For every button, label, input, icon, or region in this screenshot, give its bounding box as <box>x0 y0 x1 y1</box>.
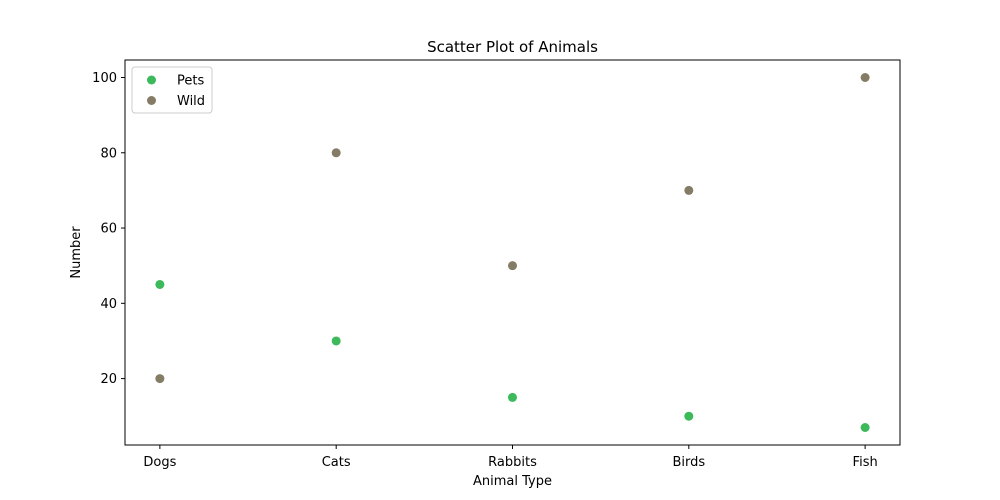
legend: Pets Wild <box>131 66 213 114</box>
plot-area: Dogs Cats Rabbits Birds Fish 20 40 60 80 100 <box>92 59 901 470</box>
x-tick-label: Fish <box>853 455 878 470</box>
legend-label-wild: Wild <box>177 94 205 109</box>
y-axis-ticks: 20 40 60 80 100 <box>92 71 125 387</box>
legend-items: Pets Wild <box>147 74 205 109</box>
point-wild-birds <box>684 185 694 195</box>
y-tick-label: 80 <box>100 146 117 161</box>
legend-label-pets: Pets <box>177 74 204 89</box>
legend-marker-wild <box>147 96 156 105</box>
point-wild-cats <box>331 148 341 158</box>
x-tick-label: Cats <box>322 455 351 470</box>
x-tick-label: Rabbits <box>488 455 537 470</box>
chart-title: Scatter Plot of Animals <box>427 38 598 56</box>
y-axis-label: Number <box>69 226 84 279</box>
x-tick-label: Dogs <box>143 455 176 470</box>
y-tick-label: 40 <box>100 297 117 312</box>
point-wild-fish <box>860 73 870 82</box>
point-wild-dogs <box>155 374 165 384</box>
point-pets-cats <box>331 336 341 346</box>
point-pets-birds <box>684 411 694 421</box>
plot-frame <box>124 59 901 446</box>
point-pets-fish <box>860 423 870 432</box>
point-pets-rabbits <box>508 392 517 402</box>
x-axis-label: Animal Type <box>473 474 552 489</box>
y-tick-label: 60 <box>100 222 117 237</box>
data-points <box>155 73 870 432</box>
y-tick-label: 20 <box>100 372 117 387</box>
legend-marker-pets <box>147 75 156 85</box>
point-pets-dogs <box>155 279 165 289</box>
point-wild-rabbits <box>508 261 517 271</box>
x-tick-label: Birds <box>672 455 705 470</box>
x-axis-ticks: Dogs Cats Rabbits Birds Fish <box>143 445 878 470</box>
y-tick-label: 100 <box>92 71 117 86</box>
